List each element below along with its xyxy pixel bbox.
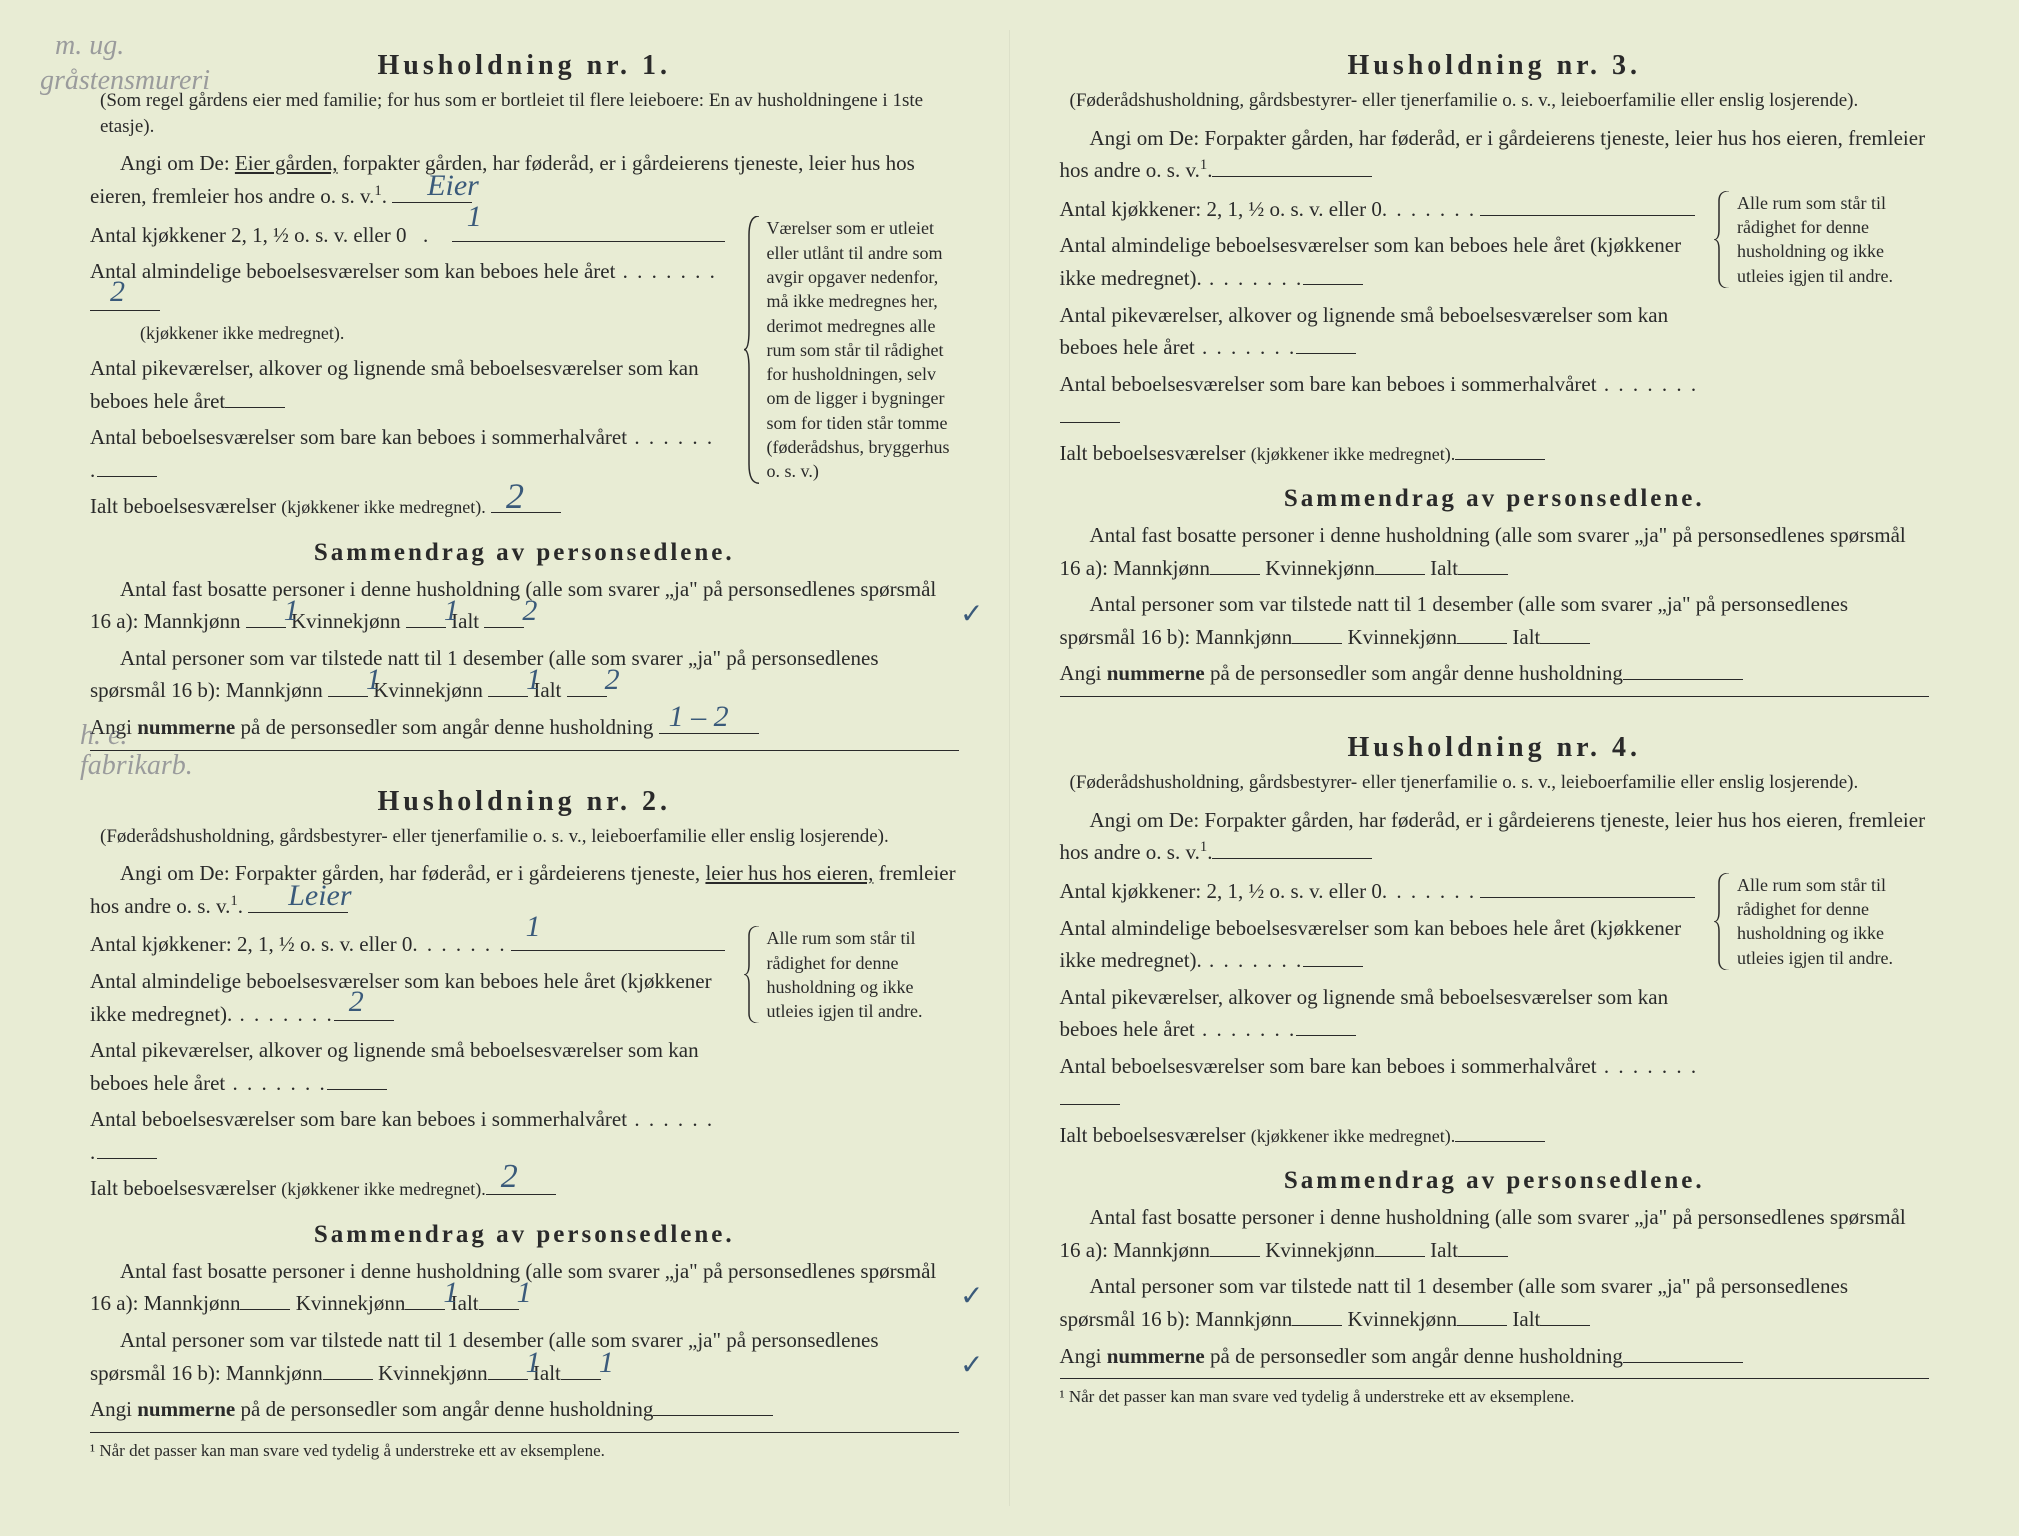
hh3-subtitle: (Føderådshusholdning, gårdsbestyrer- ell… — [1060, 88, 1930, 114]
hh1-16b: Antal personer som var tilstede natt til… — [90, 642, 959, 707]
hh2-subtitle: (Føderådshusholdning, gårdsbestyrer- ell… — [90, 824, 959, 850]
hh1-angi-pre: Angi om De: — [120, 151, 230, 175]
hh4-16a: Antal fast bosatte personer i denne hush… — [1060, 1201, 1930, 1266]
hh1-subtitle: (Som regel gårdens eier med familie; for… — [90, 88, 959, 139]
hh1-rooms-val: 2 — [110, 269, 125, 316]
hh2-16b: Antal personer som var tilstede natt til… — [90, 1324, 959, 1389]
hh3-16a: Antal fast bosatte personer i denne hush… — [1060, 519, 1930, 584]
hh1-title: Husholdning nr. 1. — [90, 50, 959, 82]
hh1-kitchens-label: Antal kjøkkener 2, 1, ½ o. s. v. eller 0 — [90, 219, 407, 252]
brace-icon — [744, 926, 762, 1023]
hh1-nums: Angi nummerne på de personsedler som ang… — [90, 711, 959, 744]
brace-icon — [1714, 191, 1732, 288]
hh2-side-note: Alle rum som står til rådighet for denne… — [749, 926, 959, 1023]
hh4-16b: Antal personer som var tilstede natt til… — [1060, 1270, 1930, 1335]
hh3-title: Husholdning nr. 3. — [1060, 50, 1930, 82]
hh3-16b: Antal personer som var tilstede natt til… — [1060, 588, 1930, 653]
hh4-summary-title: Sammendrag av personsedlene. — [1060, 1167, 1930, 1195]
hh1-total-val: 2 — [506, 469, 524, 525]
hh1-total: Ialt beboelsesværelser (kjøkkener ikke m… — [90, 490, 729, 523]
hh4-angi: Angi om De: Forpakter gården, har føderå… — [1060, 804, 1930, 869]
left-page: Husholdning nr. 1. (Som regel gårdens ei… — [40, 30, 1010, 1506]
right-page: Husholdning nr. 3. (Føderådshusholdning,… — [1010, 30, 1980, 1506]
hh3-angi: Angi om De: Forpakter gården, har føderå… — [1060, 122, 1930, 187]
brace-icon — [744, 216, 762, 483]
brace-icon — [1714, 873, 1732, 970]
hh3-summary-title: Sammendrag av personsedlene. — [1060, 485, 1930, 513]
household-3: Husholdning nr. 3. (Føderådshusholdning,… — [1060, 50, 1930, 697]
hh1-rooms: Antal almindelige beboelsesværelser som … — [90, 255, 729, 348]
hh4-rooms-col: Antal kjøkkener: 2, 1, ½ o. s. v. eller … — [1060, 873, 1700, 1156]
footnote-left: ¹ Når det passer kan man svare ved tydel… — [90, 1441, 959, 1461]
hh2-angi: Angi om De: Forpakter gården, har føderå… — [90, 857, 959, 922]
hh2-title: Husholdning nr. 2. — [90, 786, 959, 818]
hh1-maid: Antal pikeværelser, alkover og lignende … — [90, 352, 729, 417]
footnote-right: ¹ Når det passer kan man svare ved tydel… — [1060, 1387, 1930, 1407]
pencil-note-4: fabrikarb. — [80, 750, 193, 782]
hh1-kitchens-val: 1 — [467, 194, 482, 241]
hh1-side-note: Værelser som er utleiet eller utlånt til… — [749, 216, 959, 483]
hh4-side-note: Alle rum som står til rådighet for denne… — [1719, 873, 1929, 970]
hh1-summer: Antal beboelsesværelser som bare kan beb… — [90, 421, 729, 486]
hh2-summary-title: Sammendrag av personsedlene. — [90, 1221, 959, 1249]
hh3-side-note: Alle rum som står til rådighet for denne… — [1719, 191, 1929, 288]
pencil-note-3: h. e. — [80, 720, 127, 752]
hh1-angi-underlined: Eier gården, — [235, 151, 338, 175]
hh1-summary-title: Sammendrag av personsedlene. — [90, 539, 959, 567]
household-4: Husholdning nr. 4. (Føderådshusholdning,… — [1060, 732, 1930, 1407]
hh2-nums: Angi nummerne på de personsedler som ang… — [90, 1393, 959, 1426]
hh4-nums: Angi nummerne på de personsedler som ang… — [1060, 1340, 1930, 1373]
hh2-rooms-col: Antal kjøkkener: 2, 1, ½ o. s. v. eller … — [90, 926, 729, 1209]
hh1-16a: Antal fast bosatte personer i denne hush… — [90, 573, 959, 638]
household-2: Husholdning nr. 2. (Føderådshusholdning,… — [90, 786, 959, 1461]
hh1-rooms-col: Antal kjøkkener 2, 1, ½ o. s. v. eller 0… — [90, 216, 729, 526]
hh4-subtitle: (Føderådshusholdning, gårdsbestyrer- ell… — [1060, 770, 1930, 796]
hh3-rooms-col: Antal kjøkkener: 2, 1, ½ o. s. v. eller … — [1060, 191, 1700, 474]
hh2-16a: Antal fast bosatte personer i denne hush… — [90, 1255, 959, 1320]
hh4-title: Husholdning nr. 4. — [1060, 732, 1930, 764]
hh3-nums: Angi nummerne på de personsedler som ang… — [1060, 657, 1930, 690]
hh1-angi: Angi om De: Eier gården, forpakter gårde… — [90, 147, 959, 212]
household-1: Husholdning nr. 1. (Som regel gårdens ei… — [90, 50, 959, 751]
